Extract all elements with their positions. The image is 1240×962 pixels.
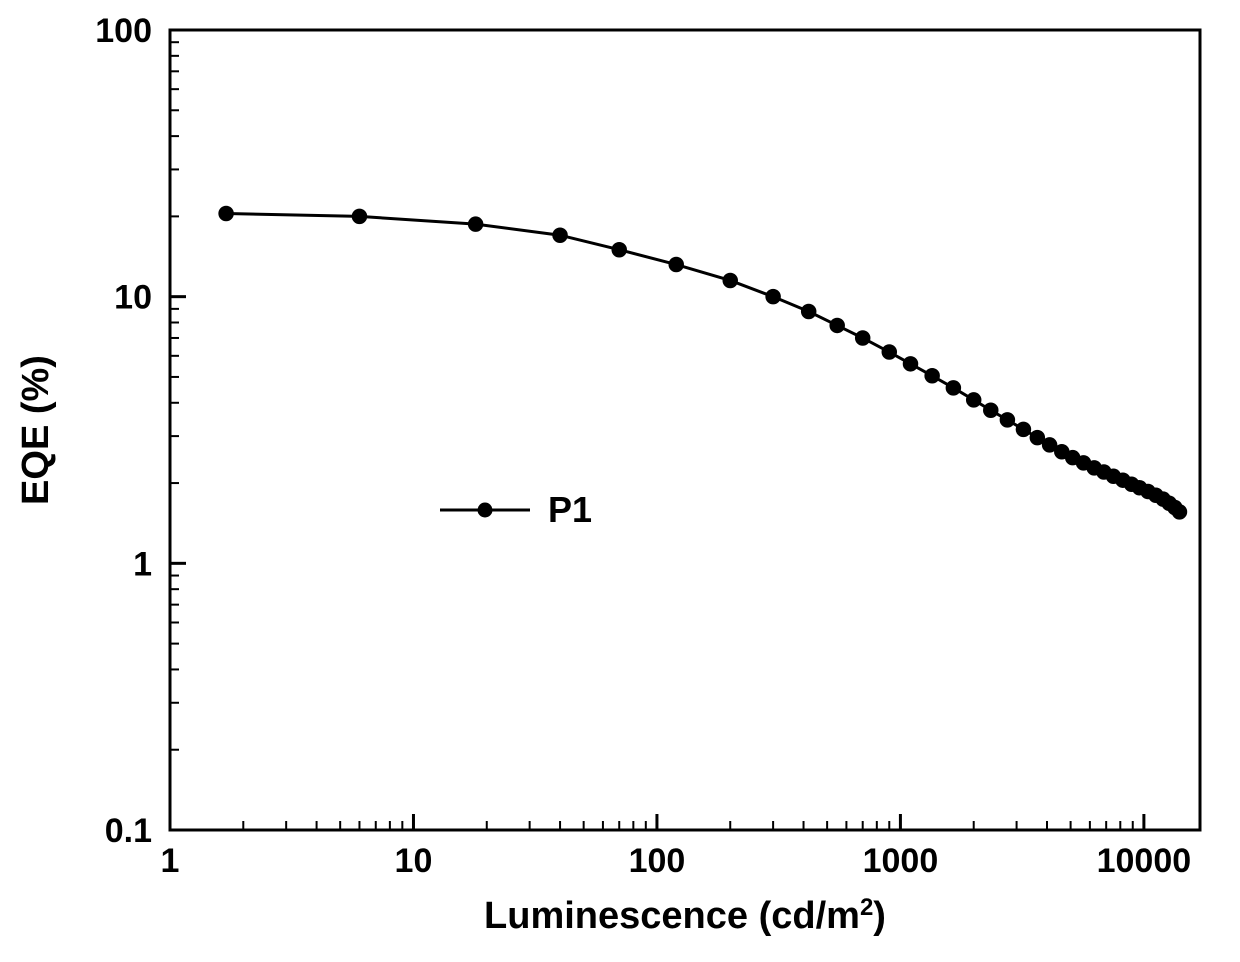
y-tick-label: 1: [133, 545, 152, 583]
series-marker: [984, 403, 998, 417]
x-tick-label: 10: [395, 842, 433, 880]
eqe-luminescence-chart: 1101001000100000.1110100P1Luminescence (…: [0, 0, 1240, 962]
series-marker: [882, 345, 896, 359]
y-tick-label: 0.1: [105, 812, 152, 850]
series-marker: [669, 258, 683, 272]
y-tick-label: 10: [114, 279, 152, 317]
series-marker: [1000, 413, 1014, 427]
series-marker: [766, 290, 780, 304]
x-axis-label: Luminescence (cd/m2): [484, 894, 886, 938]
chart-container: 1101001000100000.1110100P1Luminescence (…: [0, 0, 1240, 962]
y-tick-label: 100: [95, 12, 152, 50]
series-marker: [903, 357, 917, 371]
series-marker: [1016, 422, 1030, 436]
series-marker: [612, 243, 626, 257]
series-marker: [723, 273, 737, 287]
x-tick-label: 1000: [863, 842, 939, 880]
series-marker: [946, 381, 960, 395]
series-marker: [802, 304, 816, 318]
series-marker: [553, 228, 567, 242]
series-marker: [925, 369, 939, 383]
x-tick-label: 100: [629, 842, 686, 880]
series-marker: [469, 217, 483, 231]
series-marker: [219, 207, 233, 221]
series-marker: [856, 331, 870, 345]
series-marker: [830, 318, 844, 332]
series-marker: [967, 393, 981, 407]
x-tick-label: 10000: [1097, 842, 1192, 880]
series-marker: [352, 209, 366, 223]
y-axis-label: EQE (%): [15, 355, 57, 505]
series-marker: [1172, 505, 1186, 519]
legend-marker: [478, 503, 492, 517]
series-marker: [1030, 431, 1044, 445]
legend-label: P1: [548, 489, 592, 530]
x-tick-label: 1: [161, 842, 180, 880]
